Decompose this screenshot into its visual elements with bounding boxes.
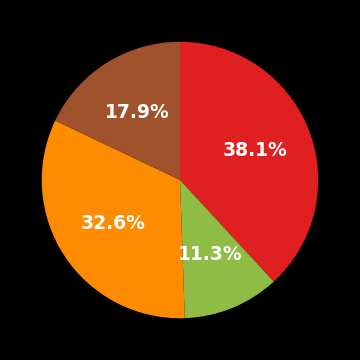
Text: 17.9%: 17.9%: [105, 103, 170, 122]
Wedge shape: [180, 42, 318, 282]
Text: 38.1%: 38.1%: [222, 141, 287, 160]
Wedge shape: [180, 180, 274, 318]
Wedge shape: [42, 121, 185, 318]
Text: 32.6%: 32.6%: [81, 215, 145, 233]
Wedge shape: [55, 42, 180, 180]
Text: 11.3%: 11.3%: [178, 245, 243, 264]
